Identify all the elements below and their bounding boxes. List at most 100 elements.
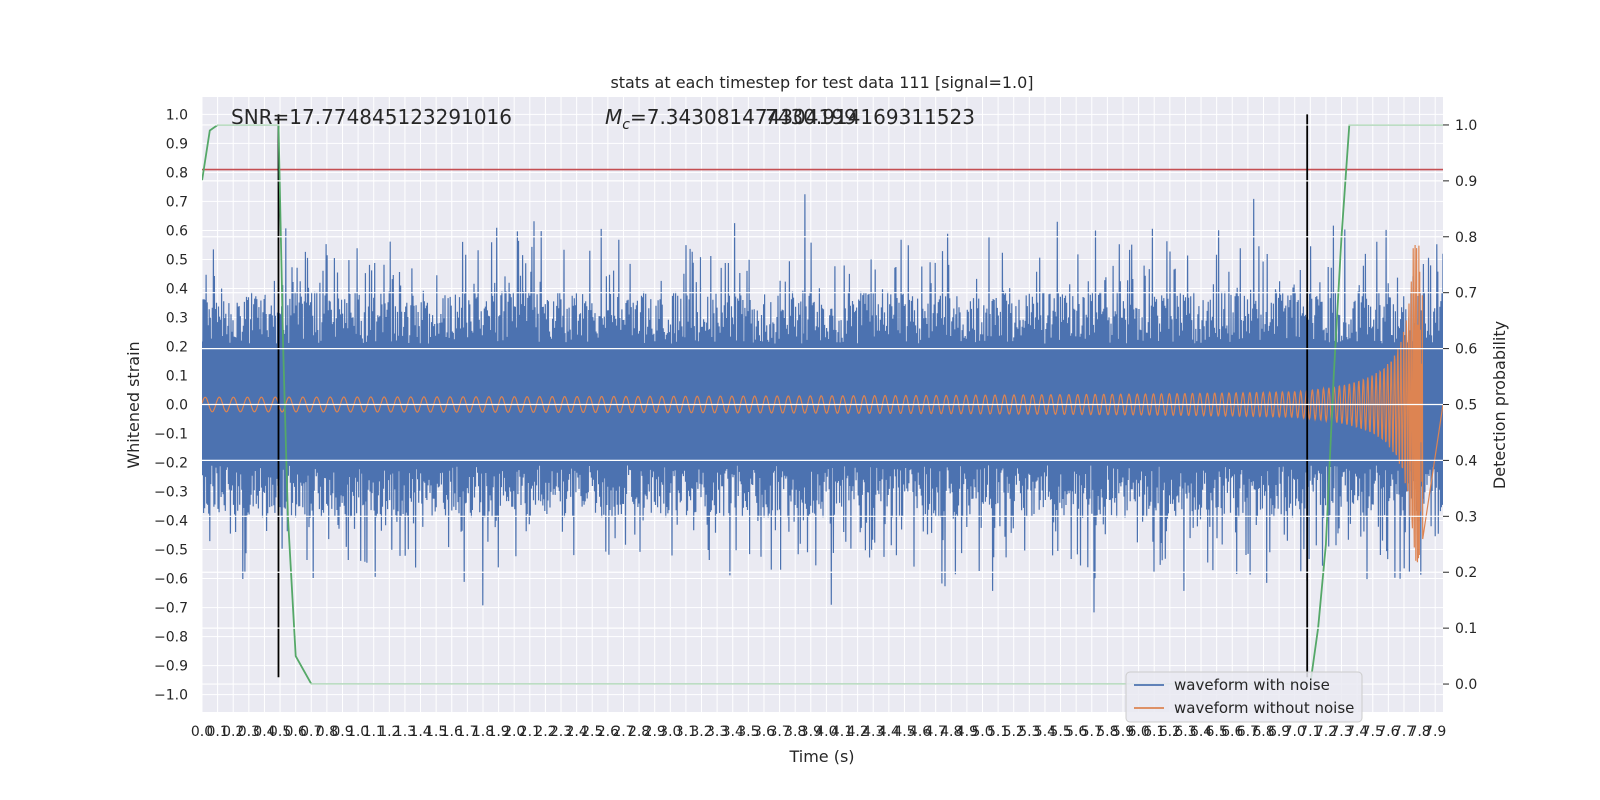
x-tick-label: 5.5 [1049,724,1071,740]
y-left-tick-label: −0.4 [154,514,188,530]
x-tick-label: 2.1 [519,724,541,740]
x-tick-label: 5.7 [1081,724,1103,740]
x-tick-label: 1.9 [487,724,509,740]
x-tick-label: 4.8 [940,724,962,740]
y-right-tick-label: 0.3 [1455,509,1477,525]
y-right-tick-label: 0.8 [1455,230,1477,246]
x-tick-label: 0.8 [316,724,338,740]
y-axis-right-label: Detection probability [1490,321,1509,489]
y-left-tick-label: −0.5 [154,543,188,559]
x-tick-label: 0.1 [206,724,228,740]
snr-annotation: SNR=17.774845123291016 [231,105,512,129]
x-tick-label: 7.6 [1377,724,1399,740]
y-right-tick-label: 0.5 [1455,398,1477,414]
y-left-tick-label: 0.2 [166,339,188,355]
x-tick-label: 0.3 [238,724,260,740]
x-tick-label: 4.9 [956,724,978,740]
x-tick-label: 2.7 [612,724,634,740]
x-tick-label: 4.2 [846,724,868,740]
x-tick-label: 1.2 [378,724,400,740]
x-tick-label: 1.3 [394,724,416,740]
y-left-tick-label: 0.3 [166,310,188,326]
y-left-tick-label: 0.0 [166,398,188,414]
x-tick-label: 5.9 [1112,724,1134,740]
legend-box [1125,671,1363,723]
x-tick-label: 7.7 [1393,724,1415,740]
x-tick-label: 6.7 [1237,724,1259,740]
x-tick-label: 5.8 [1096,724,1118,740]
y-left-tick-label: 0.8 [166,165,188,181]
x-tick-label: 7.3 [1330,724,1352,740]
legend-label-clean: waveform without noise [1174,699,1354,717]
x-tick-label: 4.6 [909,724,931,740]
overlap-annotation: 7430.914169311523 [765,105,975,129]
x-tick-label: 2.9 [644,724,666,740]
x-tick-label: 1.5 [425,724,447,740]
x-tick-label: 3.4 [722,724,744,740]
x-tick-label: 5.6 [1065,724,1087,740]
x-tick-label: 1.4 [409,724,431,740]
chart-title: stats at each timestep for test data 111… [610,73,1033,92]
series-waveform-without-noise [202,244,1443,563]
y-right-tick-label: 0.9 [1455,174,1477,190]
x-tick-label: 3.8 [784,724,806,740]
x-tick-label: 6.2 [1159,724,1181,740]
mc-symbol: M [605,105,622,129]
x-tick-label: 1.0 [347,724,369,740]
y-left-tick-label: −0.6 [154,572,188,588]
x-tick-label: 2.2 [534,724,556,740]
x-tick-label: 4.4 [878,724,900,740]
x-axis-label: Time (s) [788,747,854,766]
y-right-tick-label: 0.0 [1455,677,1477,693]
x-tick-label: 0.6 [285,724,307,740]
x-tick-label: 6.4 [1190,724,1212,740]
x-tick-label: 6.0 [1127,724,1149,740]
x-tick-label: 4.0 [815,724,837,740]
x-tick-label: 2.3 [550,724,572,740]
y-left-tick-label: 0.1 [166,368,188,384]
y-left-tick-label: 0.5 [166,252,188,268]
x-tick-label: 7.9 [1424,724,1446,740]
y-right-tick-label: 0.2 [1455,565,1477,581]
y-axis-left-ticks: −1.0 −0.9 −0.8 −0.7 −0.6 −0.5 −0.4 −0.3 −0.2 −0.1… [154,107,188,703]
x-tick-label: 5.1 [987,724,1009,740]
legend-label-noise: waveform with noise [1174,676,1330,694]
x-tick-label: 0.0 [191,724,213,740]
x-tick-label: 6.6 [1221,724,1243,740]
x-tick-label: 3.2 [690,724,712,740]
x-tick-label: 3.7 [768,724,790,740]
y-right-tick-label: 1.0 [1455,118,1477,134]
x-tick-label: 1.1 [363,724,385,740]
y-left-tick-label: −0.9 [154,659,188,675]
y-left-tick-label: −0.8 [154,630,188,646]
x-tick-label: 0.4 [253,724,275,740]
x-tick-label: 4.1 [831,724,853,740]
x-tick-label: 4.5 [893,724,915,740]
x-tick-label: 6.9 [1268,724,1290,740]
vertical-markers [277,114,1309,678]
y-right-tick-label: 0.6 [1455,342,1477,358]
x-tick-label: 6.5 [1206,724,1228,740]
x-tick-label: 7.2 [1315,724,1337,740]
y-left-tick-label: 0.9 [166,136,188,152]
x-tick-label: 6.3 [1174,724,1196,740]
y-axis-left-label: Whitened strain [124,341,143,468]
x-tick-label: 5.3 [1018,724,1040,740]
x-tick-label: 2.5 [581,724,603,740]
y-left-tick-label: 0.4 [166,281,188,297]
x-tick-label: 3.9 [800,724,822,740]
x-tick-label: 3.1 [675,724,697,740]
y-left-tick-label: −0.1 [154,427,188,443]
x-tick-label: 0.9 [331,724,353,740]
y-axis-right-ticks: 0.0 0.1 0.2 0.3 0.4 0.5 0.6 0.7 0.8 0.9 1.0 [1443,118,1477,693]
x-tick-label: 1.8 [472,724,494,740]
x-tick-label: 1.6 [441,724,463,740]
y-left-tick-label: −0.2 [154,456,188,472]
legend: waveform with noise waveform without noi… [1125,671,1363,723]
x-tick-label: 5.4 [1034,724,1056,740]
mc-value: =7.343081474304199 [630,105,857,129]
y-right-tick-label: 0.1 [1455,621,1477,637]
mc-subscript: c [622,117,630,133]
y-left-tick-label: 1.0 [166,107,188,123]
